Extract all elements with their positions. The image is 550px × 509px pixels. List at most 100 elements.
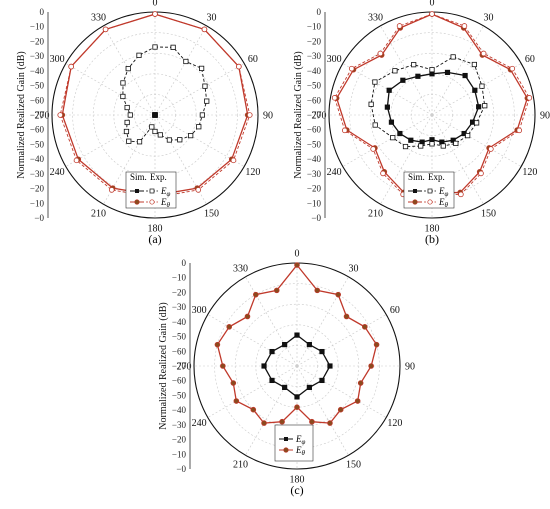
radial-tick-label: −50 — [30, 81, 45, 91]
data-point — [357, 380, 364, 386]
radial-tick-label: −40 — [307, 66, 322, 76]
polar-spoke — [431, 114, 522, 167]
legend-marker — [283, 447, 289, 453]
polar-panel-1: 0 30 60 90 120 150 180 210 240 270 300 330 0 −10 −20 −3… — [16, 0, 273, 246]
polar-spoke — [207, 314, 298, 367]
polar-spoke — [296, 276, 349, 367]
angle-tick-label: 0 — [295, 249, 300, 260]
angle-tick-label: 270 — [312, 111, 327, 122]
angle-tick-label: 30 — [484, 13, 494, 24]
radial-tick-label: −40 — [172, 405, 187, 415]
legend-entry-label: Eφ — [295, 434, 306, 446]
angle-tick-label: 90 — [263, 111, 273, 122]
legend-entry-label: Eθ — [438, 197, 449, 209]
radial-tick-label: −60 — [30, 125, 45, 135]
data-point — [294, 394, 300, 400]
data-point — [152, 128, 158, 135]
data-point — [279, 418, 285, 425]
data-point — [152, 44, 158, 50]
data-point — [199, 112, 205, 118]
data-point — [471, 61, 477, 68]
data-point — [306, 341, 312, 348]
radial-tick-label: −10 — [30, 198, 45, 208]
data-point — [183, 58, 189, 65]
data-point — [361, 324, 368, 330]
legend-marker — [412, 199, 418, 205]
legend-marker — [427, 188, 433, 194]
polar-spoke — [431, 114, 484, 205]
data-point — [294, 262, 300, 268]
polar-spoke — [296, 365, 387, 418]
radial-tick-label: −40 — [30, 66, 45, 76]
data-point — [458, 191, 464, 198]
angle-tick-label: 240 — [192, 418, 207, 429]
data-point — [474, 120, 480, 126]
radial-tick-label: −70 — [30, 110, 45, 120]
data-point — [476, 104, 482, 110]
data-point — [170, 44, 176, 50]
data-point — [397, 130, 403, 137]
polar-spoke — [154, 63, 245, 116]
radial-tick-label: −0 — [34, 213, 44, 223]
data-point — [68, 63, 74, 70]
angle-tick-label: 270 — [177, 362, 192, 373]
data-point — [195, 187, 202, 193]
angle-tick-label: 120 — [522, 167, 537, 178]
angle-tick-label: 60 — [525, 54, 535, 65]
data-point — [396, 23, 403, 29]
data-point — [392, 68, 398, 74]
data-point — [152, 11, 158, 17]
radial-tick-label: −40 — [30, 154, 45, 164]
data-point — [124, 119, 130, 126]
data-point — [335, 291, 342, 298]
data-point — [199, 65, 205, 71]
data-point — [177, 137, 183, 143]
data-point — [479, 83, 485, 89]
radial-tick-label: −0 — [176, 464, 186, 474]
data-point — [220, 363, 226, 369]
data-point — [152, 112, 158, 118]
radial-tick-label: −30 — [307, 169, 322, 179]
data-point — [273, 287, 280, 294]
data-point — [294, 332, 300, 338]
radial-tick-label: −30 — [172, 420, 187, 430]
angle-tick-label: 300 — [50, 54, 65, 65]
legend-entry-label: Eθ — [295, 445, 306, 457]
radial-tick-label: 0 — [182, 258, 187, 268]
angle-tick-label: 330 — [233, 264, 248, 275]
data-point — [388, 119, 395, 125]
data-point — [226, 324, 233, 330]
angle-tick-label: 90 — [540, 111, 550, 122]
angle-tick-label: 300 — [192, 305, 207, 316]
data-point — [188, 132, 194, 139]
radial-tick-label: −20 — [307, 36, 322, 46]
series-2 — [214, 262, 380, 426]
legend-marker — [135, 189, 139, 193]
data-point — [408, 137, 414, 143]
angle-tick-label: 210 — [368, 208, 383, 219]
series-1 — [261, 332, 333, 400]
data-point — [372, 122, 378, 128]
polar-panel-2: 0 30 60 90 120 150 180 210 240 270 300 330 0 −10 −20 −3… — [293, 0, 550, 246]
data-point — [480, 50, 487, 57]
data-point — [306, 384, 312, 391]
angle-tick-label: 210 — [91, 208, 106, 219]
radial-tick-label: −20 — [172, 287, 187, 297]
data-point — [202, 83, 208, 89]
polar-spoke — [65, 63, 156, 116]
radial-tick-label: −10 — [172, 273, 187, 283]
legend-marker — [134, 199, 140, 205]
data-point — [444, 69, 451, 76]
series-1 — [152, 112, 158, 118]
radial-tick-label: −20 — [307, 184, 322, 194]
data-point — [123, 128, 130, 135]
data-point — [127, 112, 133, 118]
angle-tick-label: 240 — [327, 167, 342, 178]
data-point — [370, 146, 376, 152]
polar-spoke — [103, 25, 156, 116]
data-point — [327, 363, 333, 369]
data-point — [196, 124, 202, 130]
angle-tick-label: 0 — [153, 0, 158, 9]
data-point — [429, 141, 435, 147]
